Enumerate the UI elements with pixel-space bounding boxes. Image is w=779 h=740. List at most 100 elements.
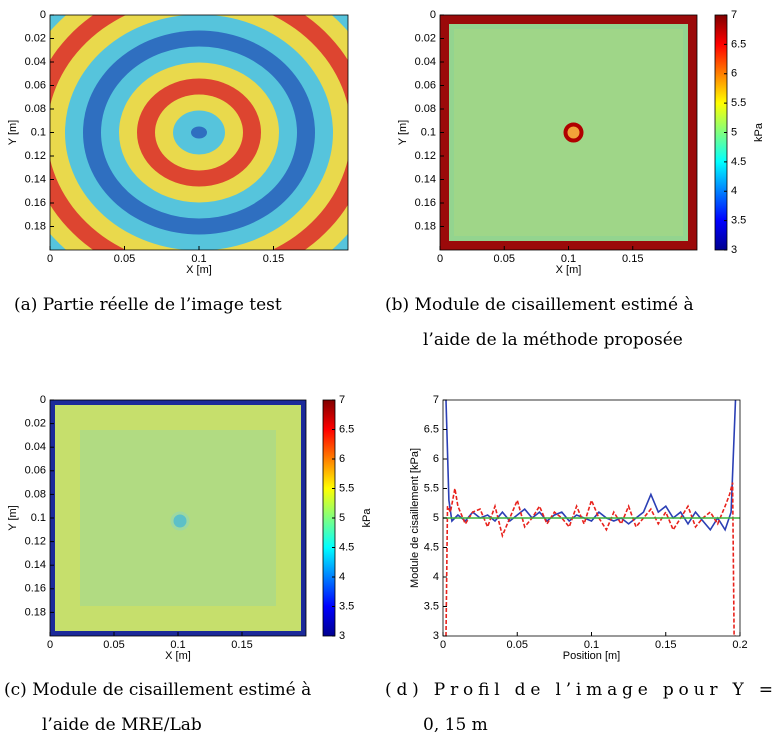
panel: 0 0.05 0.1 0.15 0 0.02 0.04 0.06 0.08 0.1 0.12 0.14… <box>4 394 373 735</box>
x-tick-label: 0.2 <box>732 639 747 651</box>
y-tick-label: 6 <box>433 453 439 465</box>
y-tick-label: 0.14 <box>25 173 46 185</box>
colorbar-tick-label: 4 <box>731 185 737 197</box>
caption: (d) Profil de l’image pour Y = <box>385 680 773 700</box>
y-tick-label: 0.12 <box>25 150 46 162</box>
inclusion <box>563 122 584 143</box>
x-tick-label: 0.15 <box>622 253 643 265</box>
data-line <box>445 400 737 532</box>
x-tick-label: 0.1 <box>584 639 599 651</box>
caption: l’aide de la méthode proposée <box>423 330 683 350</box>
y-tick-label: 6.5 <box>424 423 439 435</box>
y-tick-label: 0.1 <box>31 126 46 138</box>
colorbar-tick-label: 3.5 <box>731 215 746 227</box>
x-tick-label: 0.15 <box>655 639 676 651</box>
y-tick-label: 0.04 <box>25 56 46 68</box>
y-tick-label: 4.5 <box>424 541 439 553</box>
y-tick-label: 4 <box>433 571 439 583</box>
colorbar-tick-label: 5 <box>339 512 345 524</box>
x-tick-label: 0 <box>437 253 443 265</box>
y-tick-label: 7 <box>433 394 439 406</box>
image-ring <box>191 126 207 139</box>
plot-area <box>50 400 306 636</box>
y-tick-label: 0.12 <box>25 536 46 548</box>
colorbar-tick-label: 7 <box>731 9 737 21</box>
colorbar-tick-label: 5.5 <box>731 97 746 109</box>
y-axis-label: Y [m] <box>7 120 19 145</box>
x-tick-label: 0 <box>47 639 53 651</box>
y-tick-label: 0.16 <box>25 197 46 209</box>
y-tick-label: 3 <box>433 630 439 642</box>
colorbar-label: kPa <box>753 122 765 142</box>
x-tick-label: 0.15 <box>231 639 252 651</box>
y-tick-label: 5 <box>433 512 439 524</box>
y-axis-label: Y [m] <box>7 505 19 530</box>
y-tick-label: 3.5 <box>424 600 439 612</box>
y-tick-label: 0.1 <box>421 126 436 138</box>
y-tick-label: 0.06 <box>415 79 436 91</box>
x-tick-label: 0 <box>47 253 53 265</box>
caption: (c) Module de cisaillement estimé à <box>4 680 311 700</box>
colorbar-tick-label: 5 <box>731 126 737 138</box>
x-tick-label: 0.05 <box>114 253 135 265</box>
x-tick-label: 0.15 <box>263 253 284 265</box>
colorbar-tick-label: 4.5 <box>339 541 354 553</box>
panel: 0 0.05 0.1 0.15 0 0.02 0.04 0.06 0.08 0.1 0.12 0.14… <box>385 9 765 350</box>
x-tick-label: 0.05 <box>494 253 515 265</box>
x-axis-label: X [m] <box>186 264 212 276</box>
caption: l’aide de MRE/Lab <box>42 715 202 735</box>
colorbar-tick-label: 6 <box>339 453 345 465</box>
y-tick-label: 0 <box>40 394 46 406</box>
y-tick-label: 0.06 <box>25 79 46 91</box>
y-tick-label: 0.1 <box>31 512 46 524</box>
x-tick-label: 0.05 <box>507 639 528 651</box>
colorbar-label: kPa <box>361 508 373 528</box>
x-axis-label: X [m] <box>556 264 582 276</box>
y-axis-label: Module de cisaillement [kPa] <box>409 448 421 588</box>
panel: 0 0.05 0.1 0.15 0.2 3 3.5 4 4.5 5 5.5 6 6.5 7 Position… <box>385 394 773 735</box>
x-axis-label: X [m] <box>165 650 191 662</box>
colorbar-tick-label: 5.5 <box>339 482 354 494</box>
colorbar-tick-label: 6.5 <box>339 423 354 435</box>
data-line <box>445 482 736 636</box>
y-tick-label: 0.08 <box>25 103 46 115</box>
y-tick-label: 0.12 <box>415 150 436 162</box>
y-tick-label: 0.18 <box>25 606 46 618</box>
y-tick-label: 0.06 <box>25 465 46 477</box>
colorbar-tick-label: 7 <box>339 394 345 406</box>
y-tick-label: 0.04 <box>25 441 46 453</box>
y-tick-label: 0.16 <box>25 583 46 595</box>
plot-area <box>443 400 740 636</box>
colorbar-tick-label: 3 <box>339 630 345 642</box>
x-tick-label: 0.05 <box>103 639 124 651</box>
colorbar-tick-label: 3 <box>731 244 737 256</box>
inclusion <box>170 511 190 531</box>
y-tick-label: 0 <box>430 9 436 21</box>
y-tick-label: 0.08 <box>415 103 436 115</box>
y-tick-label: 0 <box>40 9 46 21</box>
y-tick-label: 0.04 <box>415 56 436 68</box>
x-tick-label: 0 <box>440 639 446 651</box>
plot-area <box>50 15 348 250</box>
x-tick-label: 0.1 <box>561 253 576 265</box>
y-tick-label: 0.14 <box>25 559 46 571</box>
colorbar-tick-label: 4.5 <box>731 156 746 168</box>
y-tick-label: 0.02 <box>25 32 46 44</box>
y-tick-label: 5.5 <box>424 482 439 494</box>
x-tick-label: 0.1 <box>170 639 185 651</box>
y-tick-label: 0.02 <box>25 418 46 430</box>
caption: (b) Module de cisaillement estimé à <box>385 295 694 315</box>
x-tick-label: 0.1 <box>191 253 206 265</box>
y-tick-label: 0.14 <box>415 173 436 185</box>
caption: 0, 15 m <box>423 715 488 735</box>
panel: 0 0.05 0.1 0.15 0 0.02 0.04 0.06 0.08 0.1 0.12 0.14… <box>7 9 349 315</box>
colorbar-tick-label: 4 <box>339 571 345 583</box>
colorbar-tick-label: 6.5 <box>731 38 746 50</box>
y-tick-label: 0.18 <box>415 220 436 232</box>
y-tick-label: 0.02 <box>415 32 436 44</box>
plot-area <box>440 15 697 250</box>
y-tick-label: 0.16 <box>415 197 436 209</box>
y-axis-label: Y [m] <box>397 120 409 145</box>
colorbar-tick-label: 3.5 <box>339 600 354 612</box>
